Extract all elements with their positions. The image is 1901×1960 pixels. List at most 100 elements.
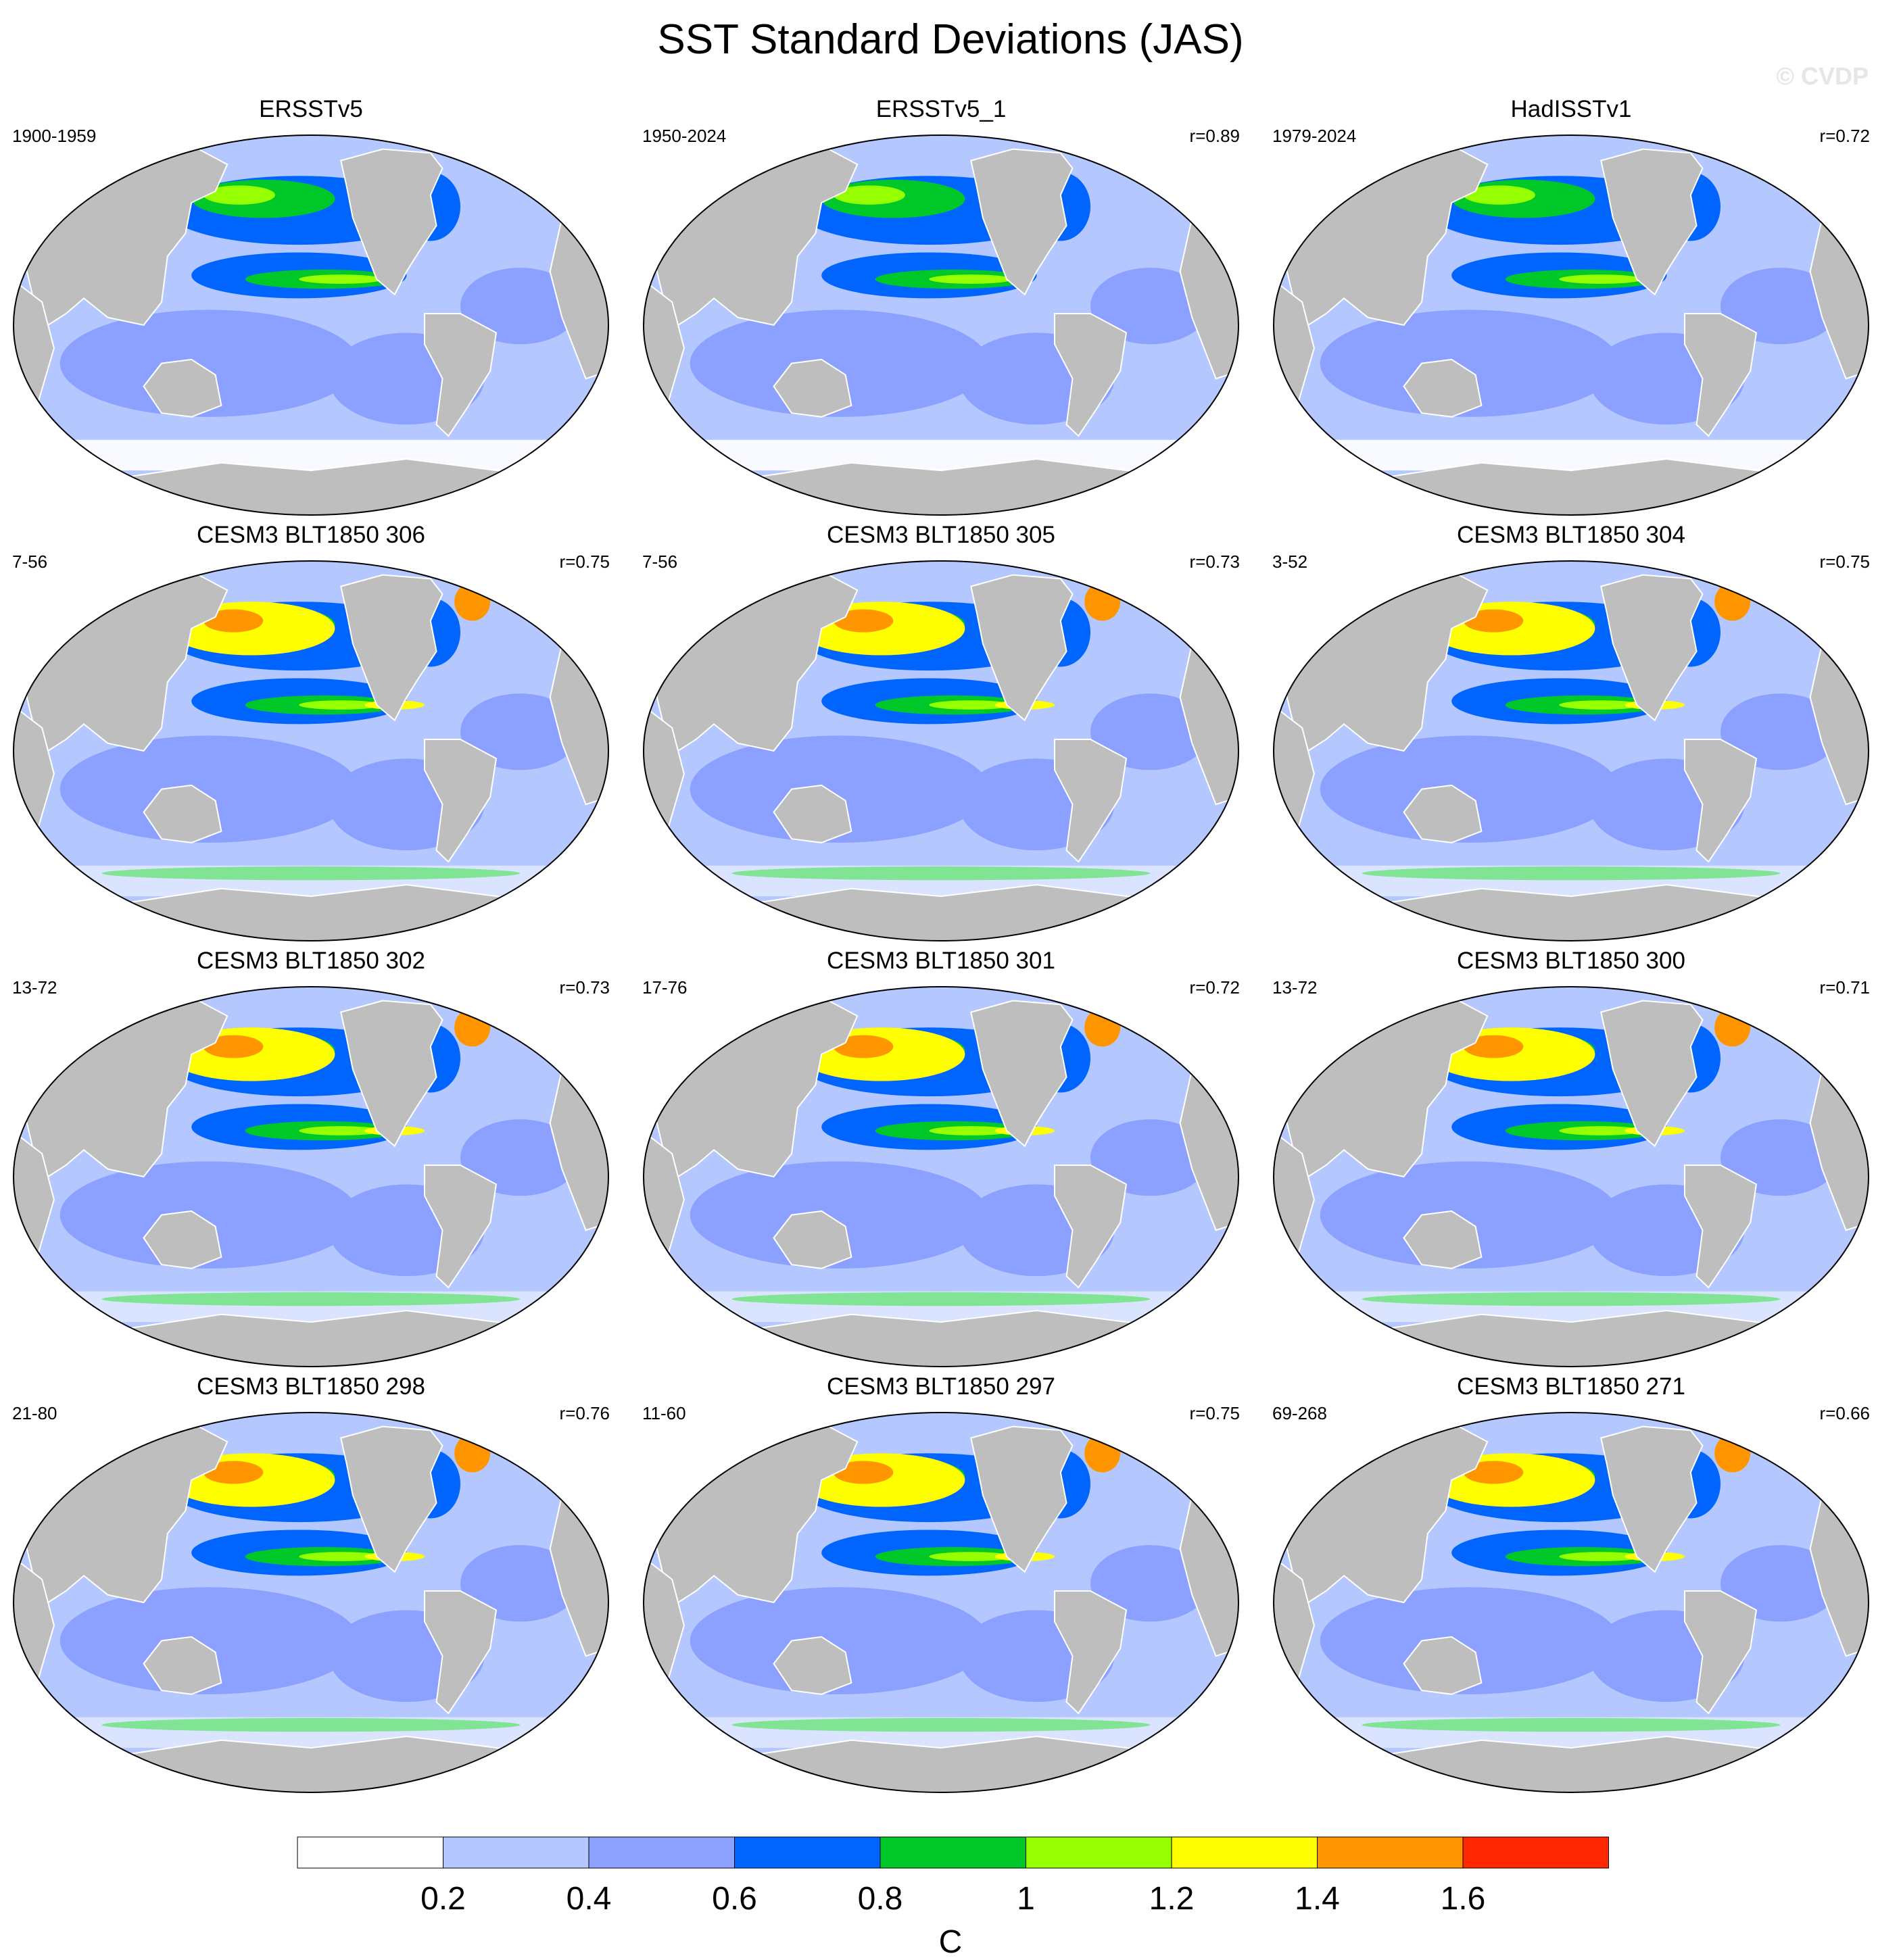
sst-anomaly-region bbox=[833, 609, 894, 633]
map-panel: CESM3 BLT1850 302 13-72 r=0.73 bbox=[0, 946, 622, 1386]
panel-correlation: r=0.72 bbox=[1189, 977, 1240, 998]
land-mass bbox=[1749, 144, 1800, 181]
sst-map bbox=[643, 134, 1239, 516]
sst-anomaly-region bbox=[833, 1461, 894, 1484]
sst-anomaly-region bbox=[203, 609, 264, 633]
land-mass bbox=[970, 1000, 1074, 1148]
sst-anomaly-region bbox=[1463, 1461, 1524, 1484]
land-mass bbox=[970, 148, 1074, 296]
land-mass bbox=[1600, 1425, 1704, 1573]
land-mass bbox=[1119, 1421, 1170, 1459]
colorbar-segment bbox=[443, 1836, 589, 1869]
panel-period: 17-76 bbox=[642, 977, 688, 998]
land-mass bbox=[773, 1636, 852, 1695]
panel-title: CESM3 BLT1850 306 bbox=[197, 522, 425, 548]
sst-map bbox=[13, 986, 609, 1367]
land-mass bbox=[1684, 1165, 1758, 1289]
sst-anomaly-region bbox=[1090, 268, 1210, 345]
land-mass bbox=[773, 358, 852, 418]
map-panel: CESM3 BLT1850 306 7-56 r=0.75 bbox=[0, 520, 622, 960]
panel-title: ERSSTv5 bbox=[259, 96, 363, 122]
sst-anomaly-region bbox=[1320, 1587, 1619, 1694]
colorbar-segment bbox=[588, 1836, 735, 1869]
land-mass bbox=[1749, 996, 1800, 1033]
land-mass bbox=[1403, 1636, 1483, 1695]
sst-anomaly-region bbox=[1320, 310, 1619, 417]
panel-title: CESM3 BLT1850 298 bbox=[197, 1373, 425, 1400]
panel-correlation: r=0.89 bbox=[1189, 126, 1240, 146]
sst-anomaly-region bbox=[454, 1008, 491, 1047]
sst-anomaly-region bbox=[460, 1119, 580, 1196]
colorbar-segment bbox=[297, 1836, 443, 1869]
panel-period: 69-268 bbox=[1272, 1403, 1327, 1423]
sst-anomaly-region bbox=[690, 735, 989, 843]
panel-title: ERSSTv5_1 bbox=[875, 96, 1007, 122]
sst-anomaly-region bbox=[1084, 1434, 1121, 1473]
sst-anomaly-region bbox=[59, 1161, 359, 1269]
sst-anomaly-region bbox=[460, 1545, 580, 1622]
sst-map bbox=[13, 1412, 609, 1793]
land-mass bbox=[1600, 574, 1704, 722]
sst-anomaly-region bbox=[1090, 693, 1210, 770]
land-mass bbox=[970, 1425, 1074, 1573]
land-mass bbox=[1119, 996, 1170, 1033]
colorbar-tick-label: 1.2 bbox=[1149, 1881, 1195, 1917]
map-panel: CESM3 BLT1850 300 13-72 r=0.71 bbox=[1260, 946, 1882, 1386]
map-panel: CESM3 BLT1850 301 17-76 r=0.72 bbox=[630, 946, 1252, 1386]
land-mass bbox=[1403, 1210, 1483, 1269]
sst-map bbox=[13, 560, 609, 941]
sst-anomaly-region bbox=[299, 1552, 383, 1561]
sst-map bbox=[643, 986, 1239, 1367]
land-mass bbox=[1054, 313, 1128, 437]
sst-anomaly-region bbox=[1714, 1008, 1751, 1047]
land-mass bbox=[340, 1425, 443, 1573]
land-mass bbox=[1600, 148, 1704, 296]
land-mass bbox=[489, 144, 539, 181]
sst-anomaly-region bbox=[690, 1587, 989, 1694]
land-mass bbox=[340, 148, 443, 296]
sst-map bbox=[1273, 134, 1869, 516]
sst-anomaly-region bbox=[1084, 1008, 1121, 1047]
figure-title: SST Standard Deviations (JAS) bbox=[657, 16, 1244, 63]
colorbar-segment bbox=[1317, 1836, 1464, 1869]
map-panel: CESM3 BLT1850 304 3-52 r=0.75 bbox=[1260, 520, 1882, 960]
land-mass bbox=[340, 1000, 443, 1148]
sst-map bbox=[1273, 986, 1869, 1367]
panel-period: 1900-1959 bbox=[12, 126, 97, 146]
land-mass bbox=[424, 1590, 498, 1715]
sst-anomaly-region bbox=[454, 1434, 491, 1473]
land-mass bbox=[1054, 1165, 1128, 1289]
sst-anomaly-region bbox=[59, 1587, 359, 1694]
panel-title: CESM3 BLT1850 305 bbox=[827, 522, 1055, 548]
panel-correlation: r=0.75 bbox=[559, 552, 610, 572]
land-mass bbox=[773, 1210, 852, 1269]
land-mass bbox=[1403, 784, 1483, 843]
map-panel: CESM3 BLT1850 271 69-268 r=0.66 bbox=[1260, 1372, 1882, 1811]
colorbar bbox=[297, 1836, 1609, 1869]
map-panel: ERSSTv5_1 1950-2024 r=0.89 bbox=[630, 95, 1252, 534]
sst-anomaly-region bbox=[460, 693, 580, 770]
panel-correlation: r=0.71 bbox=[1819, 977, 1870, 998]
land-mass bbox=[1054, 739, 1128, 863]
sst-anomaly-region bbox=[1320, 1161, 1619, 1269]
land-mass bbox=[1054, 1590, 1128, 1715]
colorbar-tick-label: 0.8 bbox=[857, 1881, 903, 1917]
land-mass bbox=[773, 784, 852, 843]
sst-anomaly-region bbox=[929, 1126, 1013, 1135]
land-mass bbox=[1600, 1000, 1704, 1148]
panel-title: CESM3 BLT1850 304 bbox=[1457, 522, 1685, 548]
panel-period: 7-56 bbox=[642, 552, 678, 572]
map-panel: HadISSTv1 1979-2024 r=0.72 bbox=[1260, 95, 1882, 534]
panel-period: 13-72 bbox=[1272, 977, 1318, 998]
sst-anomaly-region bbox=[1559, 274, 1643, 284]
panel-period: 7-56 bbox=[12, 552, 48, 572]
colorbar-tick-label: 0.6 bbox=[712, 1881, 757, 1917]
land-mass bbox=[1684, 739, 1758, 863]
panel-correlation: r=0.72 bbox=[1819, 126, 1870, 146]
colorbar-segment bbox=[1171, 1836, 1318, 1869]
land-mass bbox=[1684, 1590, 1758, 1715]
land-mass bbox=[424, 1165, 498, 1289]
colorbar-segment bbox=[880, 1836, 1026, 1869]
sst-anomaly-region bbox=[1090, 1119, 1210, 1196]
land-mass bbox=[1119, 144, 1170, 181]
